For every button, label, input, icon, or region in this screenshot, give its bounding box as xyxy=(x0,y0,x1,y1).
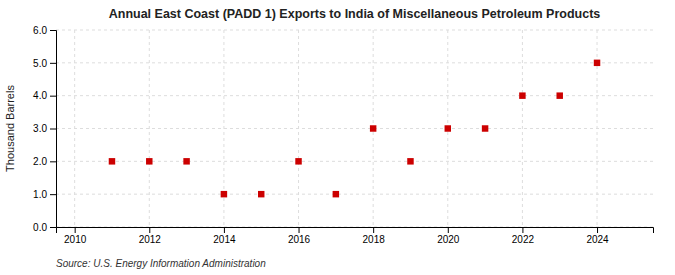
point xyxy=(556,92,562,98)
point xyxy=(445,125,451,131)
y-tick-label: 3.0 xyxy=(33,123,47,134)
point xyxy=(295,158,301,164)
y-tick: 3.0 xyxy=(33,123,56,134)
x-tick-label: 2020 xyxy=(437,234,460,245)
x-tick: 2016 xyxy=(288,227,311,245)
y-tick: 0.0 xyxy=(33,222,56,233)
x-tick: 2018 xyxy=(363,227,386,245)
points xyxy=(109,60,601,198)
grid xyxy=(56,30,653,227)
x-tick-mark xyxy=(299,227,300,233)
x-tick-mark xyxy=(448,227,449,233)
x-tick-mark xyxy=(224,227,225,233)
x-tick-label: 2012 xyxy=(139,234,162,245)
y-grid-line xyxy=(56,161,653,162)
y-tick-mark xyxy=(50,194,56,195)
x-tick: 2024 xyxy=(586,227,609,245)
y-axis-line xyxy=(50,31,57,228)
x-tick-mark xyxy=(149,227,150,233)
x-tick: 2014 xyxy=(213,227,236,245)
y-tick: 2.0 xyxy=(33,156,56,167)
y-tick-label: 4.0 xyxy=(33,90,47,101)
y-tick: 5.0 xyxy=(33,58,56,69)
x-tick-mark xyxy=(373,227,374,233)
source-note: Source: U.S. Energy Information Administ… xyxy=(56,258,266,269)
x-tick-label: 2022 xyxy=(512,234,535,245)
chart: 2010 2012 2014 2016 2018 2020 2022 2024 0.0 1.0 2.… xyxy=(0,0,675,275)
x-grid-line xyxy=(522,30,523,227)
y-tick-label: 5.0 xyxy=(33,58,47,69)
x-tick: 2022 xyxy=(512,227,535,245)
point xyxy=(482,125,488,131)
y-grid-line xyxy=(56,194,653,195)
y-tick: 6.0 xyxy=(33,25,56,36)
point xyxy=(370,125,376,131)
point xyxy=(146,158,152,164)
y-tick: 1.0 xyxy=(33,189,56,200)
x-tick-label: 2024 xyxy=(586,234,609,245)
title: Annual East Coast (PADD 1) Exports to In… xyxy=(109,7,601,21)
x-tick: 2010 xyxy=(64,227,87,245)
point xyxy=(594,60,600,66)
point xyxy=(109,158,115,164)
x-tick-mark xyxy=(75,227,76,233)
y-tick-mark xyxy=(50,63,56,64)
point xyxy=(333,191,339,197)
y-grid-line xyxy=(56,62,653,63)
point xyxy=(183,158,189,164)
x-tick: 2020 xyxy=(437,227,460,245)
y-tick-label: 0.0 xyxy=(33,222,47,233)
x-tick: 2012 xyxy=(139,227,162,245)
point xyxy=(519,92,525,98)
x-tick-label: 2016 xyxy=(288,234,311,245)
x-tick-label: 2010 xyxy=(64,234,87,245)
y-grid-line xyxy=(56,95,653,96)
x-tick-label: 2014 xyxy=(213,234,236,245)
x-tick-label: 2018 xyxy=(363,234,386,245)
y-tick-mark xyxy=(50,161,56,162)
y-axis-title: Thousand Barrels xyxy=(4,85,16,172)
x-tick-mark xyxy=(522,227,523,233)
y-grid-line xyxy=(56,128,653,129)
x-tick-mark xyxy=(597,227,598,233)
point xyxy=(221,191,227,197)
y-axis: 0.0 1.0 2.0 3.0 4.0 5.0 6.0 xyxy=(33,25,56,233)
y-tick-label: 6.0 xyxy=(33,25,47,36)
plot-area: 2010 2012 2014 2016 2018 2020 2022 2024 0.0 1.0 2.… xyxy=(33,25,653,245)
x-axis: 2010 2012 2014 2016 2018 2020 2022 2024 xyxy=(57,227,654,245)
point xyxy=(258,191,264,197)
y-tick: 4.0 xyxy=(33,90,56,101)
y-grid-line xyxy=(56,30,653,31)
y-tick-mark xyxy=(50,129,56,130)
x-axis-line xyxy=(57,228,654,234)
y-tick-mark xyxy=(50,30,56,31)
y-tick-mark xyxy=(50,96,56,97)
y-tick-label: 2.0 xyxy=(33,156,47,167)
y-tick-mark xyxy=(50,227,56,228)
y-tick-label: 1.0 xyxy=(33,189,47,200)
point xyxy=(407,158,413,164)
